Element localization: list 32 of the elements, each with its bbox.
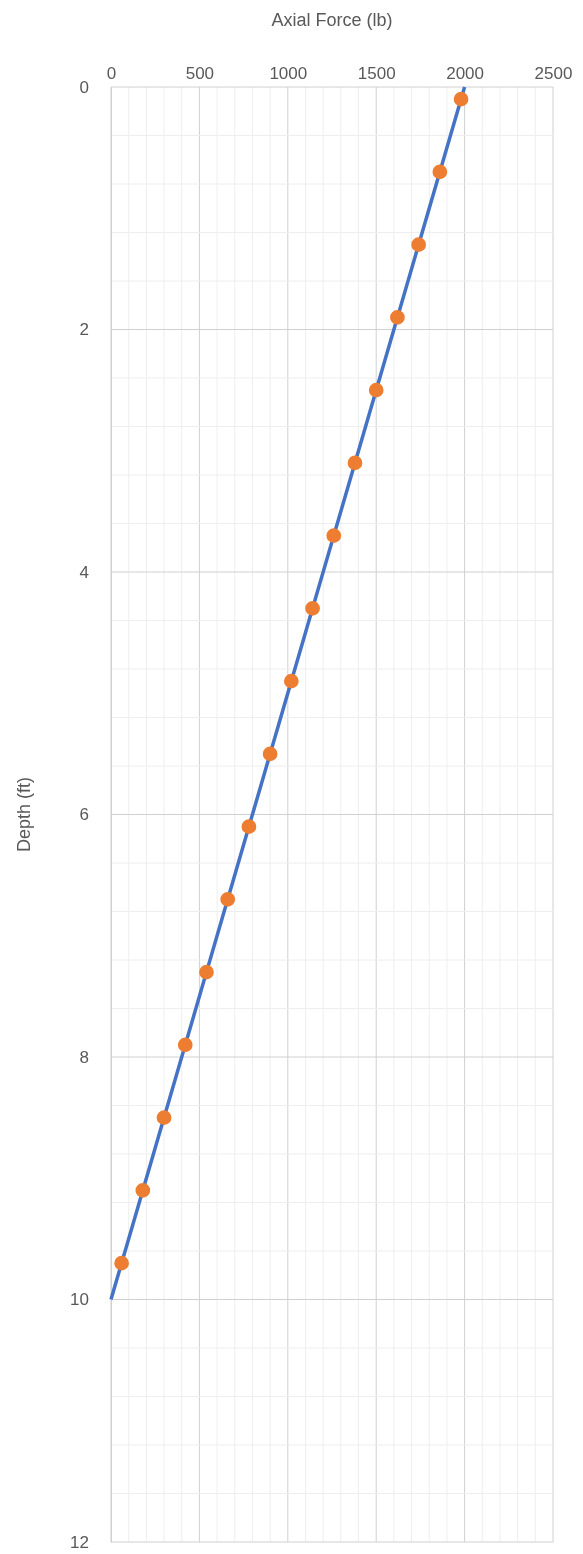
x-axis-title: Axial Force (lb) bbox=[271, 10, 393, 30]
x-tick-label: 0 bbox=[106, 64, 117, 83]
x-tick-label: 2000 bbox=[446, 64, 485, 83]
point bbox=[305, 601, 320, 616]
x-tick-label: 500 bbox=[185, 64, 215, 83]
y-tick-label: 8 bbox=[79, 1047, 89, 1067]
point bbox=[432, 164, 448, 180]
point bbox=[283, 673, 299, 689]
point bbox=[199, 964, 214, 980]
point bbox=[347, 455, 363, 471]
point bbox=[390, 310, 405, 325]
y-tick-label: 0 bbox=[79, 77, 89, 97]
point bbox=[411, 237, 426, 252]
x-tick-label: 1500 bbox=[357, 64, 396, 83]
y-tick-label: 10 bbox=[70, 1290, 89, 1310]
y-tick-label: 12 bbox=[70, 1532, 89, 1552]
point bbox=[220, 892, 236, 907]
x-tick-label: 1000 bbox=[269, 64, 308, 83]
x-tick-label: 2500 bbox=[534, 64, 573, 83]
point bbox=[326, 528, 342, 543]
y-axis-title: Depth (ft) bbox=[14, 776, 34, 853]
y-tick-label: 2 bbox=[79, 320, 89, 340]
y-tick-label: 6 bbox=[79, 805, 89, 825]
y-tick-label: 4 bbox=[79, 562, 89, 582]
point bbox=[262, 746, 278, 762]
point bbox=[453, 91, 469, 107]
point bbox=[135, 1183, 151, 1198]
point bbox=[241, 819, 257, 834]
point bbox=[156, 1110, 172, 1125]
point bbox=[177, 1037, 193, 1053]
point bbox=[368, 382, 384, 398]
point bbox=[114, 1255, 129, 1271]
